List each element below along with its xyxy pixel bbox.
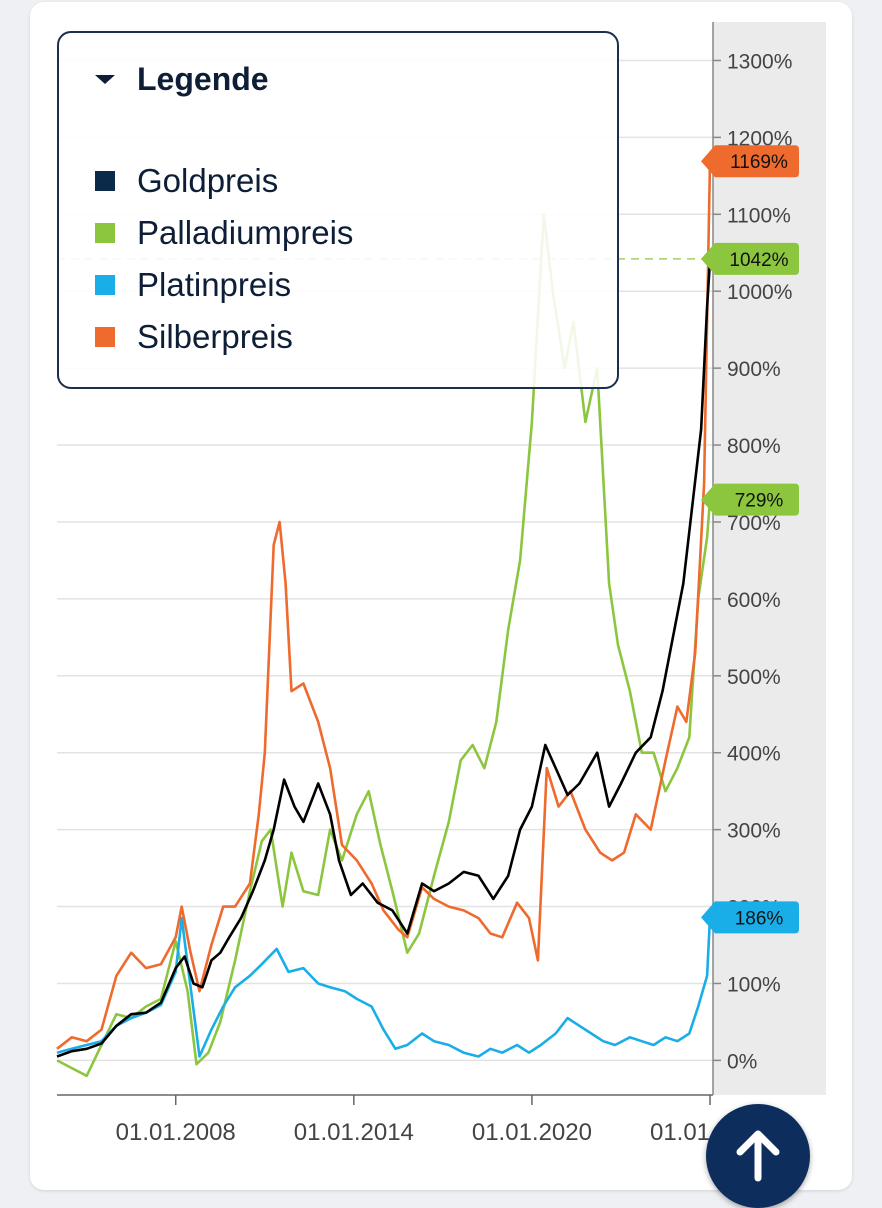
legend-label-palladium: Palladiumpreis	[137, 214, 354, 251]
legend-swatch-palladium	[95, 223, 115, 243]
legend-item-palladium[interactable]: Palladiumpreis	[95, 207, 353, 259]
legend-swatch-silver	[95, 327, 115, 347]
legend-swatch-platinum	[95, 275, 115, 295]
legend-label-gold: Goldpreis	[137, 162, 279, 199]
y-tick-label: 900%	[727, 358, 781, 381]
y-tick-label: 600%	[727, 589, 781, 612]
legend-swatch-gold	[95, 171, 115, 191]
end-value-tag	[701, 242, 799, 275]
end-value-label: 1042%	[729, 250, 788, 271]
legend-item-platinum[interactable]: Platinpreis	[95, 259, 353, 311]
series-line-goldpreis	[56, 260, 712, 1058]
legend-label-platinum: Platinpreis	[137, 266, 292, 303]
end-value-label: 186%	[735, 908, 784, 929]
arrow-up-icon	[736, 1130, 780, 1182]
caret-down-icon	[95, 75, 115, 84]
x-tick-label: 01.01.2014	[294, 1119, 414, 1146]
line-chart: 0%100%200%300%400%500%600%700%800%900%10…	[56, 22, 826, 1146]
legend-toggle[interactable]: Legende	[95, 61, 269, 98]
x-tick-label: 01.01.2020	[472, 1119, 592, 1146]
y-tick-label: 100%	[727, 973, 781, 996]
legend-items: Goldpreis Palladiumpreis Platinpreis Sil…	[95, 155, 353, 363]
y-tick-label: 400%	[727, 743, 781, 766]
y-tick-label: 1000%	[727, 281, 792, 304]
y-tick-label: 1100%	[727, 204, 791, 227]
legend-box: Legende Goldpreis Palladiumpreis Platinp…	[57, 31, 619, 389]
chart-card: 0%100%200%300%400%500%600%700%800%900%10…	[30, 2, 852, 1190]
end-value-label: 729%	[735, 491, 784, 512]
end-value-tag	[701, 483, 799, 516]
legend-label-silver: Silberpreis	[137, 318, 293, 355]
y-tick-label: 500%	[727, 666, 781, 689]
end-value-tag	[701, 145, 799, 178]
legend-title: Legende	[137, 61, 269, 97]
legend-item-gold[interactable]: Goldpreis	[95, 155, 353, 207]
series-line-silberpreis	[56, 161, 712, 1050]
series-line-platinpreis	[56, 916, 712, 1058]
y-tick-label: 300%	[727, 820, 781, 843]
y-tick-label: 1300%	[727, 50, 792, 73]
y-tick-label: 800%	[727, 435, 781, 458]
series-line-palladiumpreis	[56, 213, 712, 1078]
y-tick-label: 700%	[727, 512, 781, 535]
x-tick-label: 01.01.2008	[116, 1119, 236, 1146]
y-tick-label: 0%	[727, 1050, 757, 1073]
scroll-to-top-button[interactable]	[706, 1104, 810, 1208]
y-tick-label: 1200%	[727, 127, 792, 150]
y-axis-band	[713, 22, 826, 1095]
end-value-tag	[701, 901, 799, 934]
end-value-label: 1169%	[730, 152, 788, 173]
legend-item-silver[interactable]: Silberpreis	[95, 311, 353, 363]
